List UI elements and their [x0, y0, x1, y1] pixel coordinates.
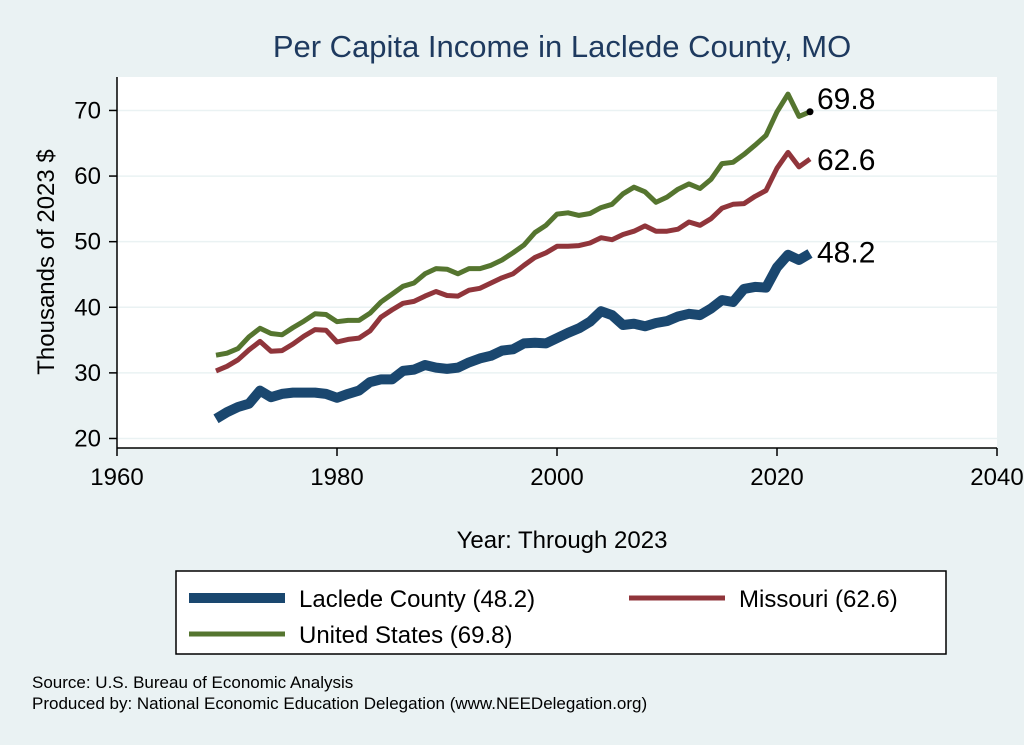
end-value-label-1: 62.6 [817, 144, 875, 177]
chart-title: Per Capita Income in Laclede County, MO [273, 29, 851, 64]
y-axis-label: Thousands of 2023 $ [33, 149, 60, 375]
y-tick-label: 70 [74, 97, 101, 124]
end-labels: 48.2 62.6 69.8 [806, 83, 875, 269]
x-tick-label: 2000 [530, 464, 583, 491]
series-line-2 [215, 91, 811, 358]
plot-area [117, 77, 997, 448]
x-tick-label: 1980 [310, 464, 363, 491]
axes: 20 30 40 50 60 70 1960 1980 2000 2020 2040 [74, 77, 1024, 491]
series-line-0 [213, 249, 813, 424]
y-tick-label: 20 [74, 425, 101, 452]
x-axis-label: Year: Through 2023 [457, 527, 668, 554]
grid [117, 109, 997, 440]
legend-label-0: Laclede County (48.2) [299, 586, 535, 613]
y-tick-label: 30 [74, 360, 101, 387]
y-tick-label: 40 [74, 294, 101, 321]
end-marker [806, 108, 814, 116]
series-line-1 [215, 149, 812, 374]
legend: Laclede County (48.2) Missouri (62.6) Unit… [175, 570, 947, 655]
source-note: Source: U.S. Bureau of Economic Analysis [32, 673, 353, 692]
y-tick-label: 50 [74, 229, 101, 256]
end-value-label-0: 48.2 [817, 236, 875, 269]
x-tick-label: 2020 [750, 464, 803, 491]
y-tick-label: 60 [74, 163, 101, 190]
x-tick-label: 2040 [970, 464, 1023, 491]
series-lines [213, 91, 813, 424]
legend-box [175, 570, 947, 655]
end-value-label-2: 69.8 [817, 83, 875, 116]
legend-label-1: Missouri (62.6) [739, 586, 898, 613]
x-tick-label: 1960 [90, 464, 143, 491]
legend-label-2: United States (69.8) [299, 622, 512, 649]
producer-note: Produced by: National Economic Education… [32, 694, 647, 713]
